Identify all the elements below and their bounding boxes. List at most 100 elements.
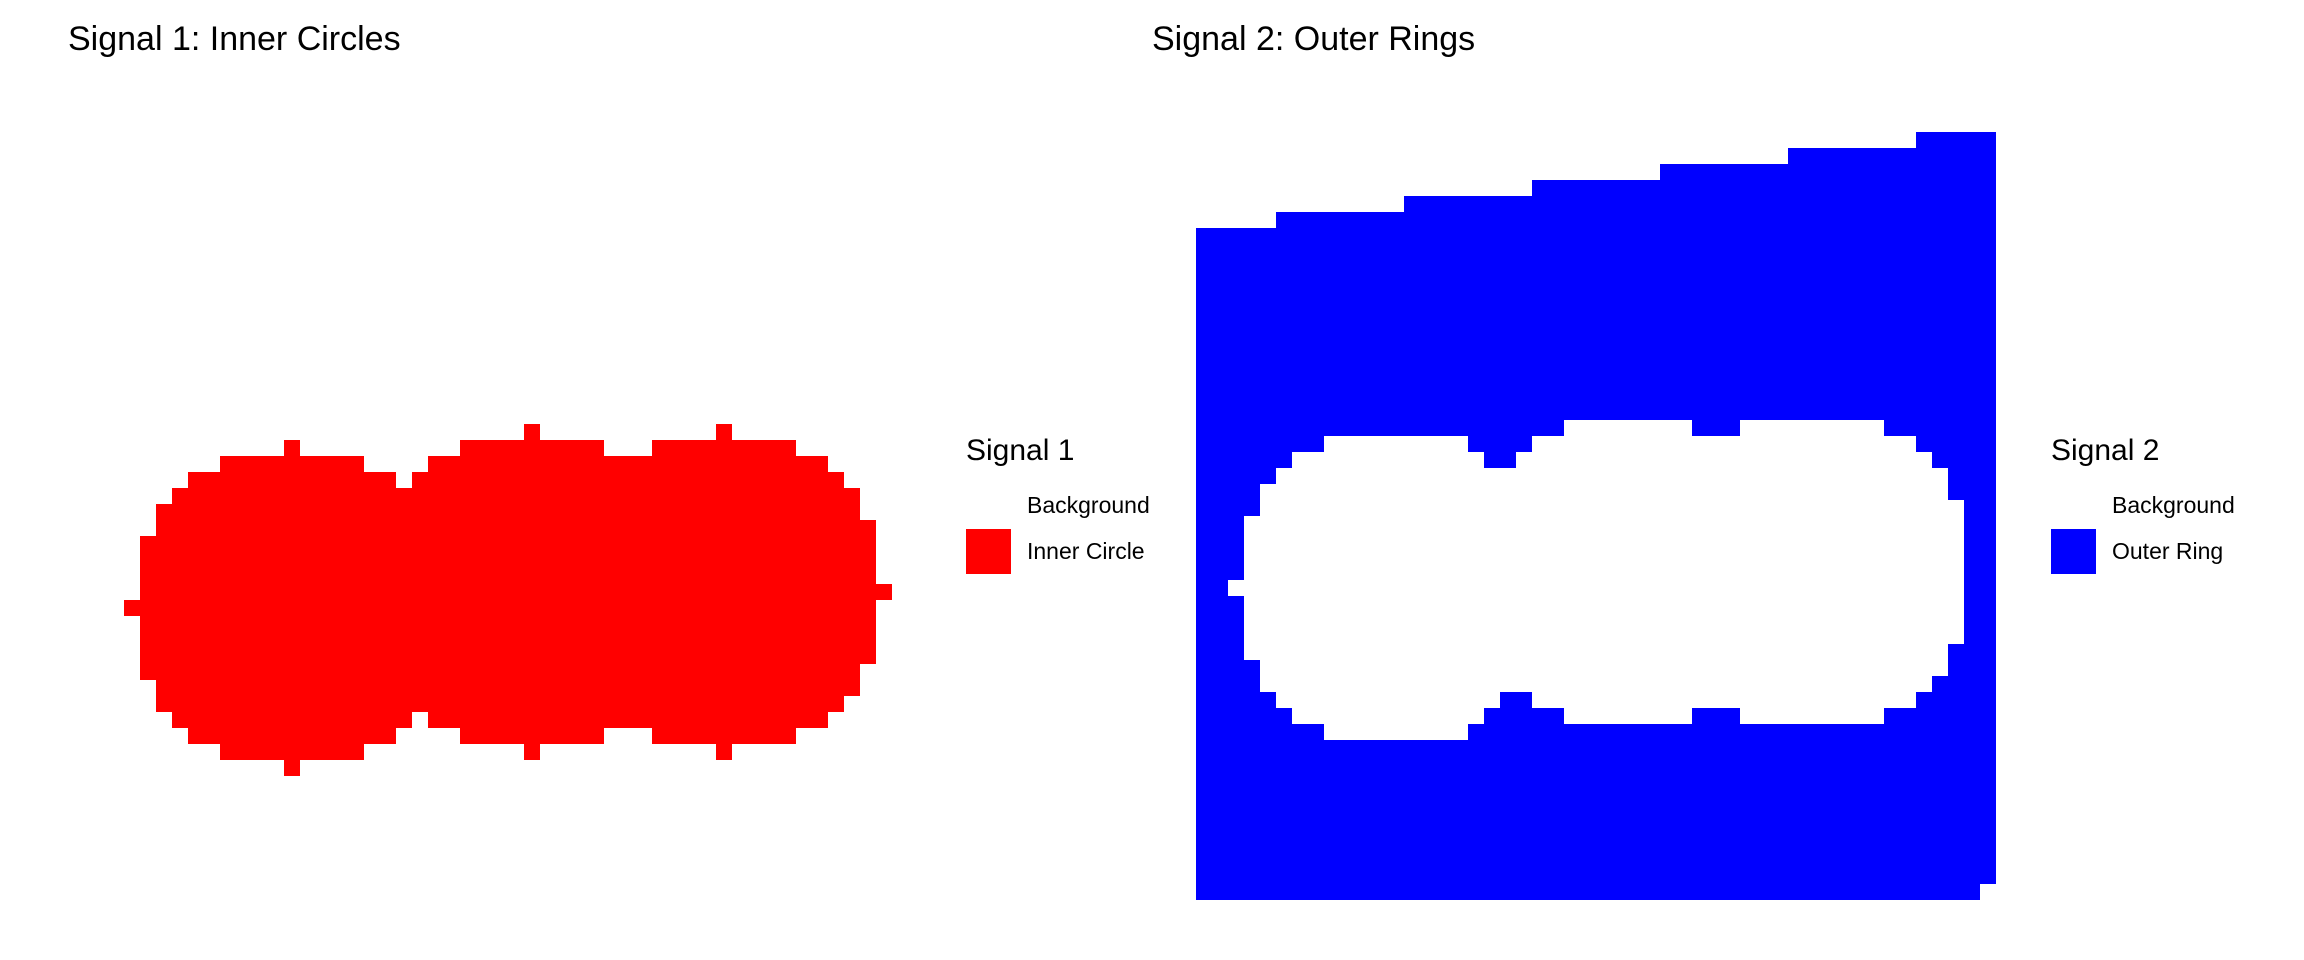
heatmap-cell-run (460, 728, 604, 744)
heatmap-cell-run (1196, 372, 1996, 388)
heatmap-cell-run (1964, 612, 1996, 628)
heatmap-cell-run (1196, 500, 1260, 516)
legend-swatch-outer-ring (2051, 529, 2096, 574)
heatmap-cell-run (140, 584, 892, 600)
legend-item-inner-circle: Inner Circle (966, 528, 1186, 574)
heatmap-cell-run (1692, 708, 1740, 724)
legend-swatch-background (966, 483, 1011, 528)
heatmap-cell-run (1276, 212, 1996, 228)
heatmap-cell-run (1196, 692, 1276, 708)
legend-swatch-background (2051, 483, 2096, 528)
heatmap-cell-run (1196, 292, 1996, 308)
heatmap-cell-run (1196, 532, 1244, 548)
heatmap-cell-run (1500, 692, 1532, 708)
heatmap-cell-run (1964, 580, 1996, 596)
heatmap-cell-run (1916, 692, 1996, 708)
heatmap-cell-run (1484, 452, 1516, 468)
legend-signal-1: Signal 1 Background Inner Circle (966, 434, 1186, 574)
heatmap-cell-run (1196, 420, 1564, 436)
heatmap-cell-run (1196, 836, 1996, 852)
heatmap-cell-run (1196, 820, 1996, 836)
heatmap-cell-run (1964, 564, 1996, 580)
heatmap-cell-run (1196, 516, 1244, 532)
heatmap-cell-run (1196, 324, 1996, 340)
heatmap-cell-run (1196, 884, 1980, 900)
heatmap-cell-run (1532, 180, 1996, 196)
heatmap-cell-run (1964, 596, 1996, 612)
legend-label-background: Background (1027, 492, 1150, 519)
heatmap-cell-run (140, 648, 876, 664)
heatmap-cell-run (524, 424, 540, 440)
heatmap-cell-run (140, 632, 876, 648)
heatmap-cell-run (1196, 340, 1996, 356)
heatmap-cell-run (1196, 852, 1996, 868)
heatmap-cell-run (652, 440, 796, 456)
heatmap-cell-run (1660, 164, 1996, 180)
heatmap-cell-run (172, 488, 860, 504)
heatmap-cell-run (460, 440, 604, 456)
legend-label-inner-circle: Inner Circle (1027, 538, 1145, 565)
heatmap-cell-run (1884, 708, 1996, 724)
heatmap-cell-run (1948, 660, 1996, 676)
heatmap-cell-run (172, 712, 412, 728)
heatmap-cell-run (220, 744, 364, 760)
heatmap-cell-run (1196, 756, 1996, 772)
heatmap-cell-run (1916, 436, 1996, 452)
heatmap-cell-run (716, 424, 732, 440)
heatmap-cell-run (140, 536, 876, 552)
heatmap-cell-run (1196, 548, 1244, 564)
heatmap-cell-run (428, 712, 828, 728)
heatmap-cell-run (1196, 660, 1260, 676)
legend-swatch-inner-circle (966, 529, 1011, 574)
heatmap-cell-run (1916, 132, 1996, 148)
heatmap-cell-run (412, 472, 844, 488)
heatmap-cell-run (1468, 436, 1532, 452)
legend-item-background: Background (966, 482, 1186, 528)
heatmap-cell-run (524, 744, 540, 760)
heatmap-cell-run (1196, 772, 1996, 788)
heatmap-cell-run (1196, 356, 1996, 372)
heatmap-cell-run (1196, 308, 1996, 324)
heatmap-cell-run (1932, 452, 1996, 468)
heatmap-cell-run (652, 728, 796, 744)
heatmap-cell-run (1196, 484, 1260, 500)
legend-label-outer-ring: Outer Ring (2112, 538, 2223, 565)
heatmap-cell-run (1196, 708, 1292, 724)
heatmap-cell-run (1196, 740, 1996, 756)
heatmap-cell-run (1964, 628, 1996, 644)
heatmap-cell-run (1932, 676, 1996, 692)
heatmap-cells-signal-2 (1196, 132, 1996, 900)
heatmap-cell-run (1196, 260, 1996, 276)
heatmap-cell-run (1196, 388, 1996, 404)
heatmap-cell-run (1884, 420, 1996, 436)
heatmap-cell-run (220, 456, 364, 472)
heatmap-cell-run (1196, 596, 1244, 612)
heatmap-cell-run (1948, 484, 1996, 500)
heatmap-cell-run (1196, 436, 1324, 452)
heatmap-cell-run (140, 568, 876, 584)
heatmap-cell-run (1196, 788, 1996, 804)
heatmap-cell-run (1964, 548, 1996, 564)
legend-item-outer-ring: Outer Ring (2051, 528, 2271, 574)
heatmap-cell-run (1196, 676, 1260, 692)
heatmap-cell-run (1468, 724, 1996, 740)
legend-signal-2: Signal 2 Background Outer Ring (2051, 434, 2271, 574)
heatmap-cell-run (1196, 724, 1324, 740)
heatmap-cell-run (156, 504, 860, 520)
heatmap-cell-run (156, 520, 876, 536)
heatmap-cell-run (284, 440, 300, 456)
legend-item-background: Background (2051, 482, 2271, 528)
heatmap-cell-run (1196, 452, 1292, 468)
heatmap-cell-run (188, 728, 396, 744)
heatmap-cell-run (140, 664, 860, 680)
heatmap-cell-run (140, 616, 876, 632)
heatmap-cell-run (1964, 516, 1996, 532)
heatmap-cell-run (156, 696, 844, 712)
heatmap-cell-run (1196, 276, 1996, 292)
heatmap-cell-run (1948, 468, 1996, 484)
heatmap-cells-signal-1 (124, 424, 892, 776)
heatmap-cell-run (1196, 468, 1276, 484)
heatmap-cell-run (1964, 500, 1996, 516)
heatmap-cell-run (1196, 564, 1244, 580)
heatmap-cell-run (284, 760, 300, 776)
